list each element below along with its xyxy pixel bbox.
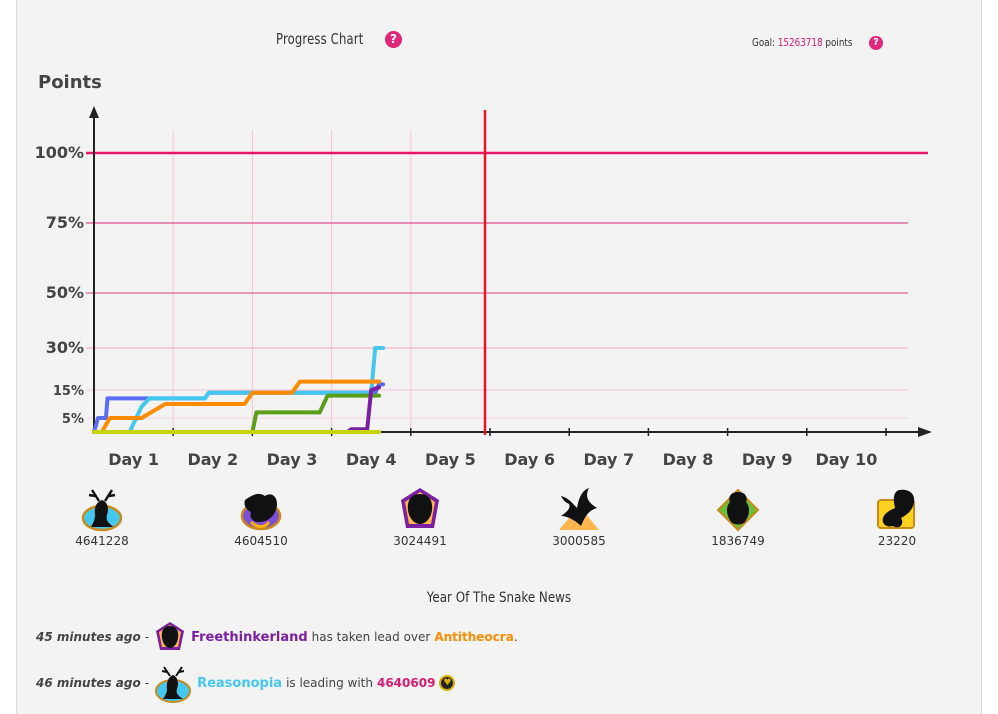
x-tick-label: Day 4 [346, 450, 397, 469]
y-axis-arrow [89, 106, 99, 118]
news-target-link[interactable]: Antitheocra [434, 630, 514, 644]
team-avatar[interactable]: 4604510 [231, 486, 291, 548]
y-tick-label: 75% [46, 213, 84, 232]
dragon-icon [240, 493, 282, 531]
x-tick-label: Day 5 [425, 450, 476, 469]
news-separator: - [144, 676, 150, 690]
news-item: 45 minutes ago - Freethinkerland has tak… [36, 618, 518, 656]
team-score: 4604510 [234, 534, 288, 548]
news-team-link[interactable]: Freethinkerland [191, 629, 308, 645]
team-avatar[interactable]: 3000585 [549, 486, 609, 548]
x-tick-label: Day 9 [742, 450, 793, 469]
team-avatar[interactable]: 4641228 [72, 486, 132, 548]
news-end: . [513, 630, 518, 644]
news-title: Year Of The Snake News [426, 590, 572, 606]
news-team-link[interactable]: Reasonopia [197, 675, 283, 691]
monkey-icon [716, 488, 760, 532]
news-time: 46 minutes ago [36, 676, 141, 690]
news-separator: - [144, 630, 150, 644]
x-axis-arrow [918, 427, 932, 437]
team-avatar[interactable]: 23220 [867, 486, 927, 548]
progress-chart: Points 100% 75% 50% 30% 15% 5% Day 1 Day 2 Day 3 D… [35, 72, 932, 469]
goal-help-icon[interactable]: ? [869, 36, 883, 50]
x-tick-label: Day 2 [187, 450, 238, 469]
y-tick-label: 15% [53, 384, 84, 399]
goal-unit: points [825, 36, 853, 49]
owl-icon [156, 622, 185, 650]
goal-value: 15263718 [777, 36, 823, 49]
team-avatar[interactable]: 3024491 [390, 486, 450, 548]
x-tick-label: Day 1 [108, 450, 159, 469]
x-tick-label: Day 8 [663, 450, 714, 469]
y-tick-label: 50% [46, 283, 84, 302]
y-tick-label: 100% [35, 143, 84, 162]
news-text: is leading with [286, 676, 373, 690]
team-score: 4641228 [75, 534, 129, 548]
news-points: 4640609 [376, 676, 436, 690]
team-score: 3000585 [552, 534, 606, 548]
x-tick-label: Day 7 [583, 450, 634, 469]
x-tick-label: Day 6 [504, 450, 555, 469]
team-score: 23220 [877, 534, 917, 548]
series-line-2 [92, 346, 386, 434]
goal-label: Goal: [752, 36, 776, 49]
y-axis-label: Points [38, 72, 102, 93]
series-line-3 [92, 379, 382, 434]
deer-icon [81, 489, 123, 532]
chart-title: Progress Chart [276, 30, 364, 48]
deer-icon [155, 666, 192, 703]
x-tick-label: Day 3 [267, 450, 318, 469]
y-tick-label: 30% [46, 338, 84, 357]
phoenix-icon [559, 488, 599, 530]
team-score: 3024491 [393, 534, 447, 548]
coin-icon: ♥ [439, 675, 456, 691]
news-text: has taken lead over [311, 630, 431, 644]
x-tick-label: Day 10 [815, 450, 877, 469]
progress-panel [16, 0, 982, 714]
help-icon[interactable]: ? [385, 31, 402, 48]
y-tick-label: 5% [62, 412, 84, 427]
owl-icon [401, 488, 439, 528]
news-time: 45 minutes ago [36, 630, 141, 644]
team-avatar[interactable]: 1836749 [708, 486, 768, 548]
team-score: 1836749 [711, 534, 765, 548]
goal-readout: Goal: 15263718 points [752, 36, 852, 49]
butterfly-icon [877, 489, 915, 529]
news-item: 46 minutes ago - Reasonopia is leading w… [36, 664, 456, 703]
